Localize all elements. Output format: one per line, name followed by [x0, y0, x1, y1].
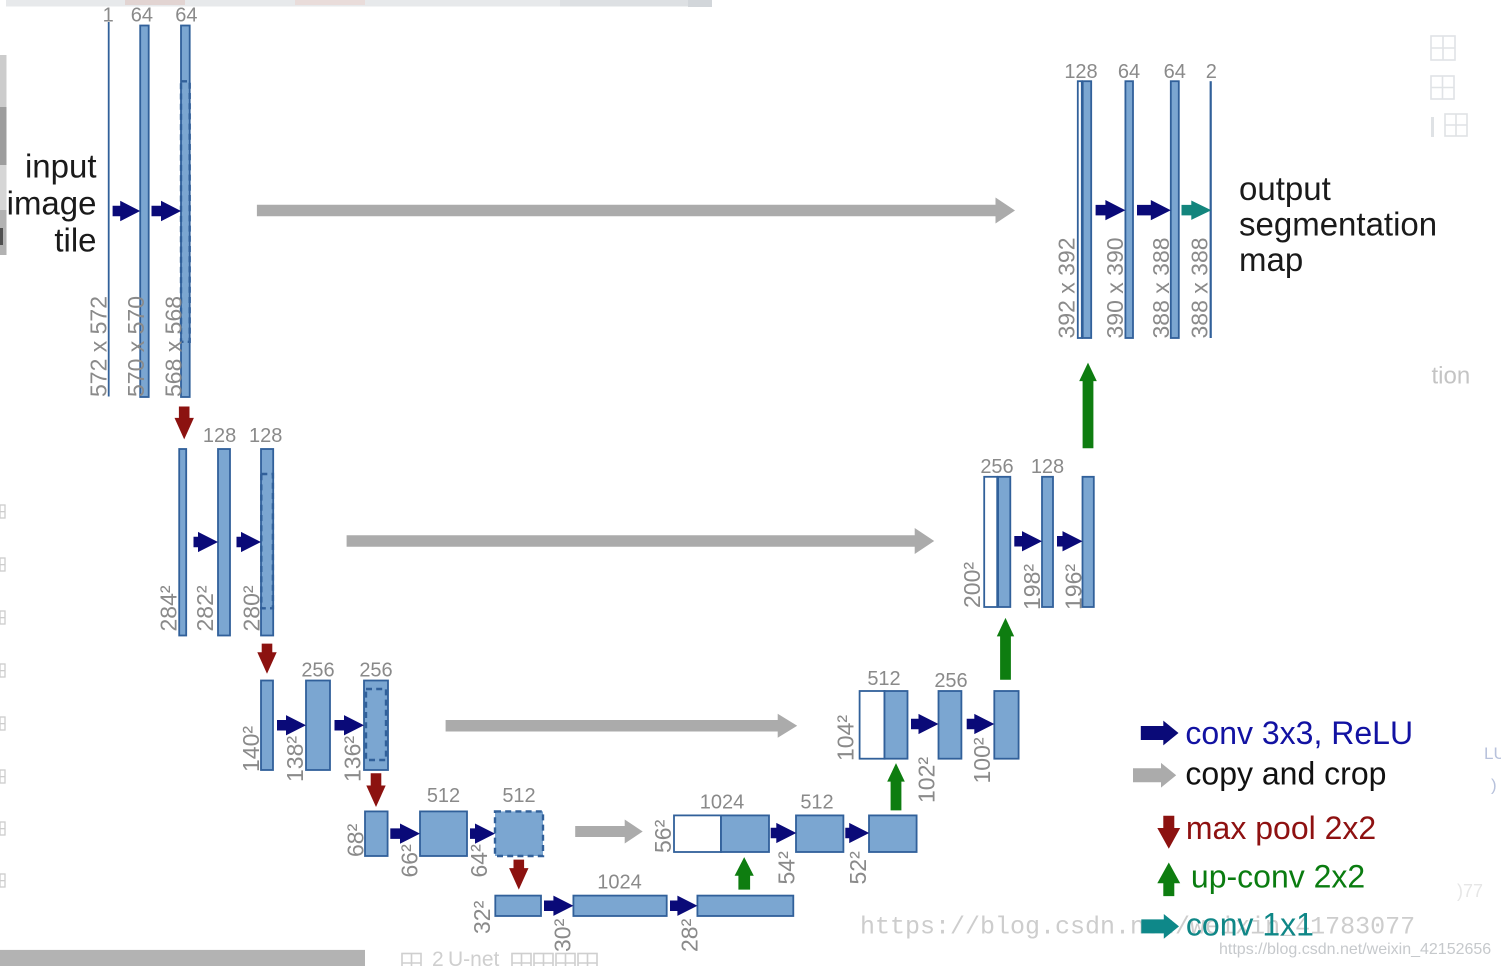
svg-text:256: 256 — [980, 456, 1013, 478]
svg-text:128: 128 — [249, 425, 282, 447]
svg-text:56²: 56² — [650, 819, 676, 853]
svg-text:100²: 100² — [969, 737, 995, 783]
svg-text:256: 256 — [301, 659, 334, 681]
svg-text:140²: 140² — [238, 726, 264, 772]
svg-text:2: 2 — [1206, 61, 1217, 83]
svg-text:U-net: U-net — [448, 948, 500, 966]
svg-text:max pool 2x2: max pool 2x2 — [1186, 810, 1376, 846]
svg-text:1024: 1024 — [597, 871, 642, 893]
svg-text:https://blog.csdn.net/weixin_4: https://blog.csdn.net/weixin_42152656 — [1219, 941, 1491, 958]
svg-text:1024: 1024 — [700, 792, 745, 814]
svg-text:282²: 282² — [192, 585, 218, 631]
svg-text:52²: 52² — [845, 851, 871, 885]
svg-text:390 x 390: 390 x 390 — [1102, 237, 1128, 338]
svg-text:https://blog.csdn.net/weixin_4: https://blog.csdn.net/weixin_41783077 — [860, 913, 1415, 942]
svg-text:256: 256 — [934, 670, 967, 692]
svg-text:28²: 28² — [677, 918, 703, 952]
svg-text:136²: 136² — [340, 736, 366, 782]
svg-text:tion: tion — [1432, 363, 1471, 390]
svg-text:conv 3x3, ReLU: conv 3x3, ReLU — [1185, 715, 1413, 751]
svg-text:1: 1 — [103, 5, 114, 27]
svg-text:66²: 66² — [396, 844, 422, 878]
svg-text:200²: 200² — [959, 562, 985, 608]
svg-text:LU: LU — [1484, 744, 1501, 763]
svg-text:map: map — [1239, 241, 1303, 278]
svg-text:output: output — [1239, 170, 1331, 207]
svg-text:)77: )77 — [1457, 881, 1483, 901]
svg-text:): ) — [1491, 776, 1497, 795]
svg-text:198²: 198² — [1019, 564, 1045, 610]
svg-text:138²: 138² — [282, 736, 308, 782]
svg-text:284²: 284² — [155, 585, 181, 631]
svg-text:segmentation: segmentation — [1239, 206, 1437, 243]
svg-text:64: 64 — [131, 5, 153, 27]
svg-text:392 x 392: 392 x 392 — [1054, 237, 1080, 338]
svg-text:512: 512 — [867, 668, 900, 690]
svg-text:image: image — [7, 185, 97, 222]
svg-text:30²: 30² — [549, 918, 575, 952]
svg-text:copy and crop: copy and crop — [1185, 755, 1386, 791]
svg-text:32²: 32² — [469, 900, 495, 934]
svg-text:256: 256 — [359, 659, 392, 681]
svg-text:54²: 54² — [774, 851, 800, 885]
svg-text:196²: 196² — [1060, 564, 1086, 610]
svg-text:64: 64 — [1164, 61, 1186, 83]
svg-text:570 x 570: 570 x 570 — [123, 296, 149, 397]
svg-text:128: 128 — [1064, 61, 1097, 83]
svg-text:tile: tile — [54, 222, 96, 259]
svg-text:128: 128 — [1031, 456, 1064, 478]
svg-text:572 x 572: 572 x 572 — [85, 296, 111, 397]
svg-text:512: 512 — [800, 792, 833, 814]
svg-text:128: 128 — [203, 425, 236, 447]
svg-text:512: 512 — [427, 785, 460, 807]
svg-text:68²: 68² — [342, 823, 368, 857]
svg-text:input: input — [25, 148, 97, 185]
svg-text:up-conv 2x2: up-conv 2x2 — [1191, 858, 1365, 894]
svg-text:64: 64 — [175, 5, 197, 27]
svg-text:conv 1x1: conv 1x1 — [1186, 907, 1314, 943]
svg-text:388 x 388: 388 x 388 — [1186, 237, 1212, 338]
svg-text:388 x 388: 388 x 388 — [1148, 237, 1174, 338]
svg-text:102²: 102² — [914, 757, 940, 803]
svg-text:64²: 64² — [466, 844, 492, 878]
svg-text:568 x 568: 568 x 568 — [161, 296, 187, 397]
svg-text:64: 64 — [1118, 61, 1140, 83]
svg-text:104²: 104² — [833, 715, 859, 761]
svg-text:512: 512 — [502, 785, 535, 807]
svg-text:2: 2 — [432, 948, 444, 966]
svg-text:280²: 280² — [239, 585, 265, 631]
